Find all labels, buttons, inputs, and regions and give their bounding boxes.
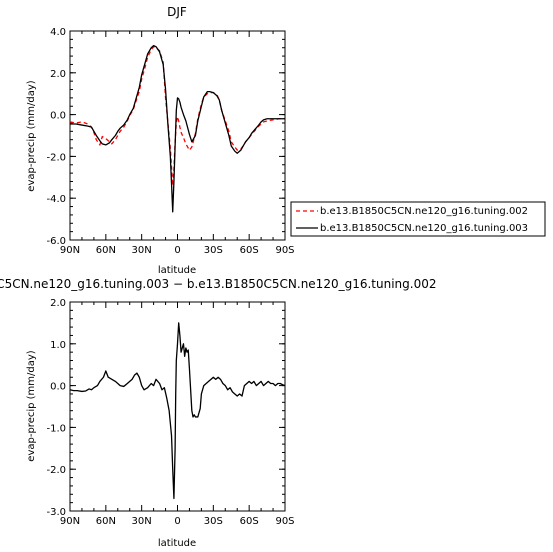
bottom-y-tick-label: 1.0 xyxy=(50,340,66,351)
bottom-x-tick-label: 60N xyxy=(96,516,116,527)
bottom-y-tick-label: 2.0 xyxy=(50,298,66,309)
top-x-tick-label: 0 xyxy=(174,245,180,256)
legend-label-series-1: b.e13.B1850C5CN.ne120_g16.tuning.002 xyxy=(320,206,528,217)
top-y-tick-label: 4.0 xyxy=(50,27,66,38)
top-panel: DJF 90N 60N 30N 0 30S 60S 90S -6.0 -4.0 -2.0 0.0 2.… xyxy=(26,5,295,276)
top-y-tick-label: -6.0 xyxy=(46,236,66,247)
top-chart-title: DJF xyxy=(167,5,187,19)
top-x-tick-label: 90N xyxy=(60,245,80,256)
bottom-x-tick-label: 90N xyxy=(60,516,80,527)
bottom-series-line-1 xyxy=(69,322,286,500)
top-series-line-2 xyxy=(70,44,285,213)
bottom-axis-ticks: 90N 60N 30N 0 30S 60S 90S -3.0 -2.0 -1.0 0.0 1.0 2.0 xyxy=(46,298,294,527)
bottom-x-axis-title: latitude xyxy=(158,538,196,549)
legend-box xyxy=(290,201,546,237)
bottom-y-tick-label: 0.0 xyxy=(50,382,66,393)
top-y-tick-label: -4.0 xyxy=(46,194,66,205)
top-series-lines xyxy=(69,44,285,213)
bottom-y-axis-title: evap-precip (mm/day) xyxy=(26,350,37,461)
top-y-tick-label: 2.0 xyxy=(50,69,66,80)
bottom-y-tick-label: -2.0 xyxy=(46,465,66,476)
bottom-x-tick-label: 90S xyxy=(275,516,294,527)
bottom-x-tick-label: 30N xyxy=(132,516,152,527)
top-y-tick-label: 0.0 xyxy=(50,111,66,122)
bottom-y-tick-label: -3.0 xyxy=(46,507,66,518)
top-x-tick-label: 60N xyxy=(96,245,116,256)
top-x-tick-label: 30N xyxy=(132,245,152,256)
legend: b.e13.B1850C5CN.ne120_g16.tuning.002 b.e… xyxy=(290,201,546,237)
legend-label-series-2: b.e13.B1850C5CN.ne120_g16.tuning.003 xyxy=(320,223,528,234)
bottom-x-tick-label: 30S xyxy=(204,516,223,527)
top-x-tick-label: 90S xyxy=(275,245,294,256)
bottom-y-tick-label: -1.0 xyxy=(46,423,66,434)
top-axis-ticks: 90N 60N 30N 0 30S 60S 90S -6.0 -4.0 -2.0 0.0 2.0 4.0 xyxy=(46,27,294,256)
top-y-axis-title: evap-precip (mm/day) xyxy=(26,80,37,191)
bottom-chart-title: b.e13.B1850C5CN.ne120_g16.tuning.003 − b… xyxy=(0,277,436,291)
top-x-tick-label: 30S xyxy=(204,245,223,256)
top-x-tick-label: 60S xyxy=(240,245,259,256)
top-x-axis-title: latitude xyxy=(158,265,196,276)
bottom-x-tick-label: 60S xyxy=(240,516,259,527)
bottom-series-lines xyxy=(69,322,286,500)
bottom-x-tick-label: 0 xyxy=(174,516,180,527)
top-series-line-1 xyxy=(69,46,285,187)
bottom-panel: b.e13.B1850C5CN.ne120_g16.tuning.003 − b… xyxy=(0,277,436,549)
top-y-tick-label: -2.0 xyxy=(46,152,66,163)
top-plot-frame xyxy=(69,30,286,241)
